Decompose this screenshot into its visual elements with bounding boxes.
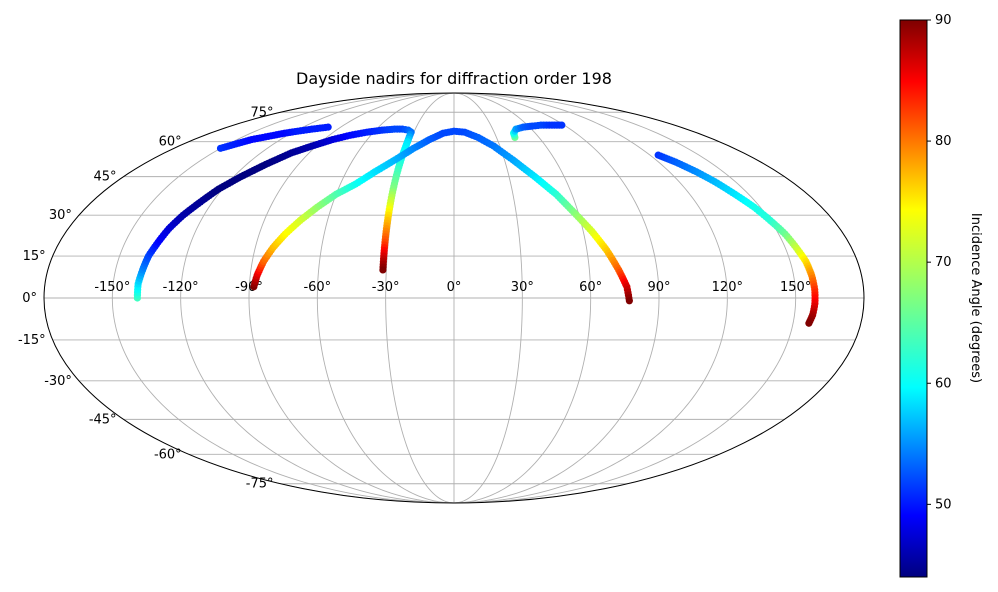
meridian-line bbox=[453, 93, 728, 503]
longitude-tick-label: 150° bbox=[780, 280, 811, 295]
colorbar-tick-label: 50 bbox=[935, 497, 952, 512]
latitude-tick-labels: -75° -60° -45° -30° -15° 0° 15° 30° 45° 60° 75° bbox=[18, 105, 274, 491]
colorbar-tick-labels: 50 60 70 80 90 bbox=[927, 13, 952, 512]
longitude-tick-label: 120° bbox=[712, 280, 743, 295]
meridian-line bbox=[180, 93, 455, 503]
meridian-line bbox=[316, 93, 455, 503]
chart-title: Dayside nadirs for diffraction order 198 bbox=[296, 69, 612, 88]
colorbar-tick-label: 70 bbox=[935, 255, 952, 270]
latitude-tick-label: 15° bbox=[23, 249, 46, 264]
longitude-tick-label: -150° bbox=[94, 280, 130, 295]
meridian-line bbox=[453, 93, 797, 503]
data-point bbox=[379, 266, 387, 274]
longitude-tick-label: 0° bbox=[447, 280, 462, 295]
latitude-tick-label: -30° bbox=[44, 374, 72, 389]
data-point bbox=[805, 319, 813, 327]
longitude-tick-labels: -150° -120° -90° -60° -30° 0° 30° 60° 90° 120° 150… bbox=[94, 280, 811, 295]
latitude-tick-label: -45° bbox=[89, 412, 117, 427]
longitude-tick-label: -60° bbox=[303, 280, 331, 295]
longitude-tick-label: 90° bbox=[647, 280, 670, 295]
colorbar-label: Incidence Angle (degrees) bbox=[968, 213, 983, 383]
colorbar-tick-label: 90 bbox=[935, 13, 952, 28]
data-point bbox=[324, 123, 332, 131]
latitude-tick-label: 60° bbox=[159, 135, 182, 150]
colorbar-gradient bbox=[899, 19, 928, 578]
longitude-tick-label: -30° bbox=[372, 280, 400, 295]
scatter-points bbox=[133, 121, 819, 327]
data-point bbox=[625, 297, 633, 305]
latitude-tick-label: 30° bbox=[49, 208, 72, 223]
map-gridlines bbox=[44, 93, 864, 503]
latitude-tick-label: 45° bbox=[94, 170, 117, 185]
longitude-tick-label: 30° bbox=[511, 280, 534, 295]
latitude-tick-label: -15° bbox=[18, 333, 46, 348]
longitude-tick-label: 60° bbox=[579, 280, 602, 295]
latitude-tick-label: 0° bbox=[22, 291, 37, 306]
meridian-line bbox=[453, 93, 592, 503]
data-point bbox=[558, 121, 566, 129]
meridian-line bbox=[453, 93, 523, 503]
latitude-tick-label: -75° bbox=[246, 477, 274, 492]
latitude-tick-label: 75° bbox=[250, 105, 273, 120]
colorbar-tick-label: 60 bbox=[935, 376, 952, 391]
colorbar: 50 60 70 80 90 Incidence Angle (degrees) bbox=[899, 13, 983, 578]
map-boundary bbox=[43, 92, 865, 504]
meridian-line bbox=[453, 93, 660, 503]
colorbar-tick-label: 80 bbox=[935, 134, 952, 149]
latitude-tick-label: -60° bbox=[154, 447, 182, 462]
longitude-tick-label: -120° bbox=[163, 280, 199, 295]
